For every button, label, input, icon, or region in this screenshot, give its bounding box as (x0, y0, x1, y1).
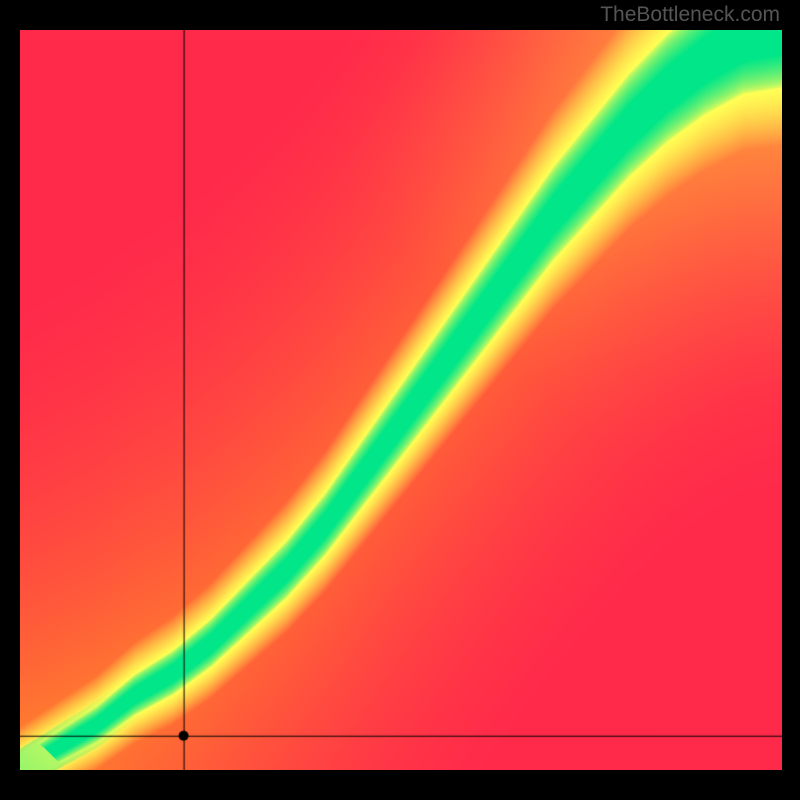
watermark-text: TheBottleneck.com (600, 3, 780, 27)
heatmap-plot (20, 30, 782, 770)
heatmap-canvas (20, 30, 782, 770)
